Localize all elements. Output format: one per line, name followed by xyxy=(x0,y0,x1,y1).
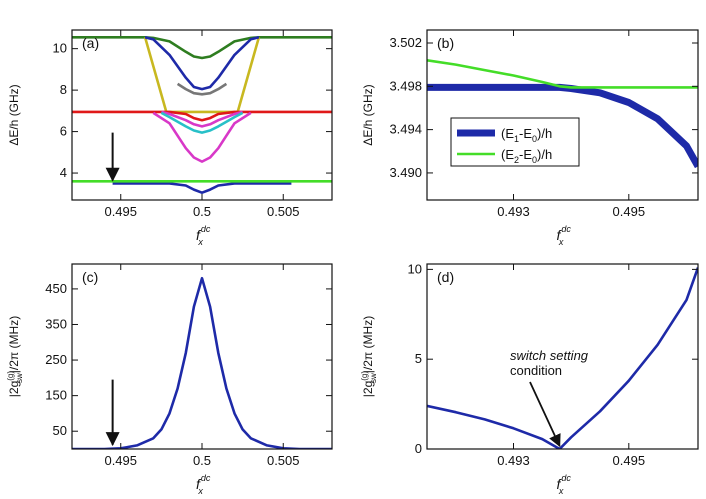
legend-mid: -E xyxy=(519,126,532,141)
legend-mid: -E xyxy=(519,147,532,162)
series-line-magenta xyxy=(161,110,243,128)
series-group xyxy=(427,267,698,449)
y-axis-label-sup: (g) xyxy=(360,371,369,381)
y-tick-label: 5 xyxy=(415,351,422,366)
panel-label: (c) xyxy=(82,269,98,285)
legend-label: (E2-E0)/h xyxy=(501,147,552,165)
x-tick-label: 0.505 xyxy=(267,204,300,219)
x-axis-label: fdc x xyxy=(196,224,211,247)
series-line-blue-upper xyxy=(144,36,260,91)
y-tick-label: 50 xyxy=(53,423,67,438)
x-axis-label-sub: x xyxy=(197,237,203,247)
x-axis-label-sup: dc xyxy=(201,224,211,234)
y-tick-label: 10 xyxy=(53,41,67,56)
y-tick-label: 3.490 xyxy=(389,165,422,180)
x-axis-label-sub: x xyxy=(558,237,564,247)
series-line-cyan xyxy=(160,111,244,134)
y-axis-label-tail: |/2π (MHz) xyxy=(7,316,21,373)
x-axis-label: fdc x xyxy=(557,473,572,496)
y-axis-label: |2g(g)sw|/2π (MHz) xyxy=(6,316,24,397)
y-tick-label: 0 xyxy=(415,441,422,456)
plot-frame xyxy=(426,29,699,201)
y-tick-label: 6 xyxy=(60,124,67,139)
y-tick-label: 450 xyxy=(45,281,67,296)
x-axis-label-sup: dc xyxy=(201,473,211,483)
x-tick-label: 0.5 xyxy=(193,453,211,468)
series-group xyxy=(427,59,698,169)
y-tick-label: 150 xyxy=(45,388,67,403)
panel-label: (a) xyxy=(82,35,99,51)
y-tick-label: 8 xyxy=(60,82,67,97)
legend-tail: )/h xyxy=(537,126,552,141)
legend-tail: )/h xyxy=(537,147,552,162)
series-line--2g-sw-2- xyxy=(427,267,698,449)
x-axis-label-sup: dc xyxy=(561,473,571,483)
y-axis-label: ΔE/h (GHz) xyxy=(361,84,375,145)
y-axis-label: |2g(g)sw|/2π (MHz) xyxy=(360,316,378,397)
legend-box xyxy=(450,117,580,167)
annotation-text: switch setting xyxy=(510,348,589,363)
x-axis-label-sub: x xyxy=(558,486,564,496)
x-axis-label-sub: x xyxy=(197,486,203,496)
x-axis-label: fdc x xyxy=(196,473,211,496)
y-tick-label: 3.502 xyxy=(389,35,422,50)
y-tick-label: 3.498 xyxy=(389,78,422,93)
y-axis-label-tail: |/2π (MHz) xyxy=(361,316,375,373)
x-tick-label: 0.493 xyxy=(497,453,530,468)
y-tick-label: 350 xyxy=(45,316,67,331)
plot-frame xyxy=(426,263,699,450)
x-tick-label: 0.495 xyxy=(613,453,646,468)
x-tick-label: 0.495 xyxy=(613,204,646,219)
y-axis-label-sup: (g) xyxy=(6,371,15,381)
panel-label: (d) xyxy=(437,269,454,285)
plot-frame xyxy=(71,29,333,201)
plot-frame xyxy=(71,263,333,450)
annotation-arrow xyxy=(529,381,561,448)
legend-sub: 1 xyxy=(514,134,519,144)
series-line-gray xyxy=(176,82,228,96)
x-tick-label: 0.5 xyxy=(193,204,211,219)
series-line-magenta-lower xyxy=(152,111,252,163)
series-group xyxy=(72,35,332,194)
x-tick-label: 0.495 xyxy=(104,453,137,468)
legend-sub: 2 xyxy=(514,155,519,165)
series-line-blue-lower xyxy=(112,182,292,194)
annotation-text: condition xyxy=(510,363,562,378)
y-axis-label: ΔE/h (GHz) xyxy=(7,84,21,145)
legend-sub: 0 xyxy=(532,155,537,165)
x-axis-label: fdc x xyxy=(557,224,572,247)
legend-sub: 0 xyxy=(532,134,537,144)
series-line--e2-e0-h xyxy=(427,59,698,89)
panel-label: (b) xyxy=(437,35,454,51)
y-tick-label: 4 xyxy=(60,165,67,180)
x-axis-label-sup: dc xyxy=(561,224,571,234)
y-tick-label: 250 xyxy=(45,352,67,367)
x-tick-label: 0.495 xyxy=(104,204,137,219)
series-group xyxy=(72,276,332,449)
x-tick-label: 0.505 xyxy=(267,453,300,468)
x-tick-label: 0.493 xyxy=(497,204,530,219)
legend-label: (E1-E0)/h xyxy=(501,126,552,144)
y-axis-label-sub: sw xyxy=(369,373,378,383)
y-tick-label: 10 xyxy=(408,261,422,276)
y-axis-label-sub: sw xyxy=(15,373,24,383)
series-line-green xyxy=(72,35,332,60)
series-line--2g-sw-2- xyxy=(72,276,332,449)
y-tick-label: 3.494 xyxy=(389,122,422,137)
